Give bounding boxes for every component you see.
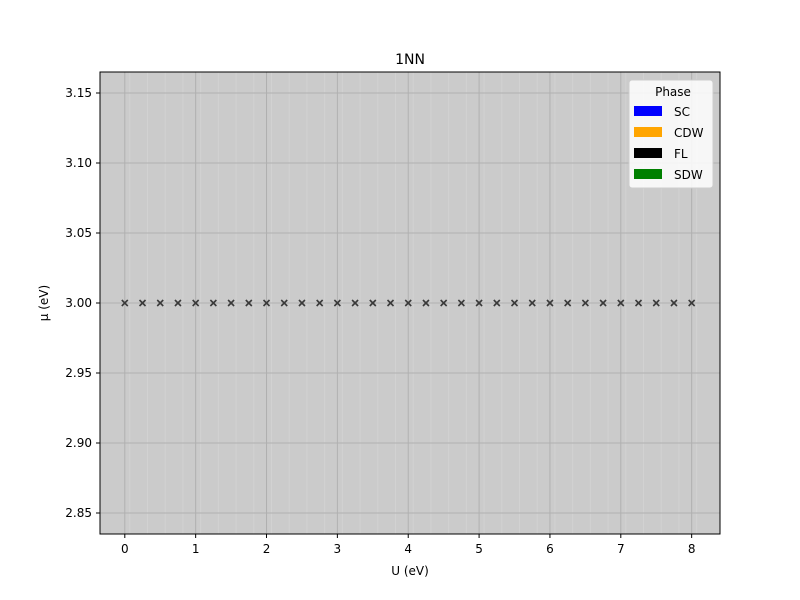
y-tick-label: 3.15: [65, 86, 92, 100]
legend-entry: CDW: [634, 126, 704, 140]
chart-title: 1NN: [395, 52, 425, 68]
gridlines: [100, 72, 720, 534]
data-point: [617, 299, 625, 307]
data-point: [670, 299, 678, 307]
data-point: [138, 299, 147, 307]
x-axis-ticks: 0 1 2 3 4 5 6 7 8: [121, 534, 695, 556]
data-point: [316, 299, 324, 307]
data-point: [121, 299, 129, 307]
x-tick-label: 7: [617, 542, 625, 556]
x-tick-label: 4: [404, 542, 412, 556]
x-tick-label: 0: [121, 542, 129, 556]
x-axis-label: U (eV): [391, 564, 429, 578]
data-point: [386, 299, 395, 307]
data-point: [493, 299, 501, 307]
y-axis-label: μ (eV): [37, 285, 51, 321]
data-point: [333, 299, 341, 307]
y-tick-label: 3.00: [65, 296, 92, 310]
data-point: [174, 299, 182, 307]
y-tick-label: 3.10: [65, 156, 92, 170]
data-point: [192, 299, 200, 307]
y-tick-label: 2.90: [65, 436, 92, 450]
data-point: [209, 299, 217, 307]
data-point: [475, 299, 483, 307]
data-point: [404, 299, 412, 307]
x-tick-label: 1: [192, 542, 200, 556]
legend-entries: SC CDW FL SDW: [634, 105, 704, 182]
data-point: [156, 299, 164, 307]
x-tick-label: 8: [688, 542, 696, 556]
y-tick-label: 3.05: [65, 226, 92, 240]
data-point: [599, 299, 607, 307]
x-tick-label: 3: [334, 542, 342, 556]
legend-entry: FL: [634, 147, 688, 161]
data-point: [457, 299, 465, 307]
data-point: [227, 299, 235, 307]
data-point: [510, 299, 519, 307]
data-point: [546, 299, 554, 307]
data-point: [652, 299, 660, 307]
legend-swatch: [634, 106, 662, 116]
legend-label: SC: [674, 105, 690, 119]
y-tick-label: 2.95: [65, 366, 92, 380]
legend-title: Phase: [655, 85, 691, 99]
legend-label: SDW: [674, 168, 703, 182]
data-point: [688, 299, 696, 307]
legend-label: CDW: [674, 126, 704, 140]
x-tick-label: 2: [263, 542, 271, 556]
data-point: [262, 299, 271, 307]
legend-swatch: [634, 148, 662, 158]
y-axis-ticks: 2.85 2.90 2.95 3.00 3.05 3.10 3.15: [65, 86, 100, 520]
data-point: [298, 299, 306, 307]
data-point: [440, 299, 448, 307]
legend-swatch: [634, 169, 662, 179]
legend: Phase SC CDW FL SDW: [628, 79, 714, 189]
y-tick-label: 2.85: [65, 506, 92, 520]
x-tick-label: 6: [546, 542, 554, 556]
legend-swatch: [634, 127, 662, 137]
x-tick-label: 5: [475, 542, 483, 556]
data-point: [581, 299, 589, 307]
data-point: [564, 299, 572, 307]
data-point: [528, 299, 536, 307]
data-point: [422, 299, 430, 307]
data-point: [351, 299, 359, 307]
legend-label: FL: [674, 147, 688, 161]
data-point: [280, 299, 288, 307]
legend-entry: SDW: [634, 168, 703, 182]
data-point: [245, 299, 253, 307]
legend-entry: SC: [634, 105, 690, 119]
data-point: [369, 299, 377, 307]
data-point: [634, 299, 643, 307]
data-markers: [121, 299, 696, 307]
